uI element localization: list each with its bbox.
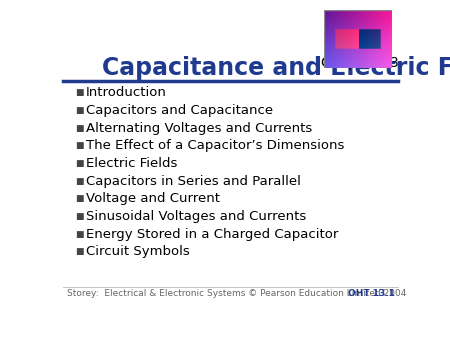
Text: Capacitors in Series and Parallel: Capacitors in Series and Parallel (86, 175, 301, 188)
Text: ■: ■ (75, 194, 83, 203)
Text: ■: ■ (75, 159, 83, 168)
Text: ■: ■ (75, 212, 83, 221)
Text: Capacitors and Capacitance: Capacitors and Capacitance (86, 104, 273, 117)
Text: ■: ■ (75, 247, 83, 257)
Text: Energy Stored in a Charged Capacitor: Energy Stored in a Charged Capacitor (86, 228, 338, 241)
Text: Chapter 13: Chapter 13 (321, 56, 399, 70)
Text: ■: ■ (75, 141, 83, 150)
Text: ■: ■ (75, 106, 83, 115)
Text: Alternating Voltages and Currents: Alternating Voltages and Currents (86, 121, 312, 135)
Text: ■: ■ (75, 123, 83, 132)
Text: ■: ■ (75, 88, 83, 97)
Text: Sinusoidal Voltages and Currents: Sinusoidal Voltages and Currents (86, 210, 306, 223)
Text: ■: ■ (75, 176, 83, 186)
Text: Circuit Symbols: Circuit Symbols (86, 245, 189, 258)
Text: Storey:  Electrical & Electronic Systems © Pearson Education Limited 2004: Storey: Electrical & Electronic Systems … (67, 289, 406, 298)
Text: Voltage and Current: Voltage and Current (86, 192, 220, 205)
Text: Electric Fields: Electric Fields (86, 157, 177, 170)
Text: The Effect of a Capacitor’s Dimensions: The Effect of a Capacitor’s Dimensions (86, 139, 344, 152)
Text: ■: ■ (75, 230, 83, 239)
Text: OHT 13.1: OHT 13.1 (348, 289, 395, 298)
Text: Introduction: Introduction (86, 86, 167, 99)
Text: Capacitance and Electric Fields: Capacitance and Electric Fields (102, 56, 450, 80)
